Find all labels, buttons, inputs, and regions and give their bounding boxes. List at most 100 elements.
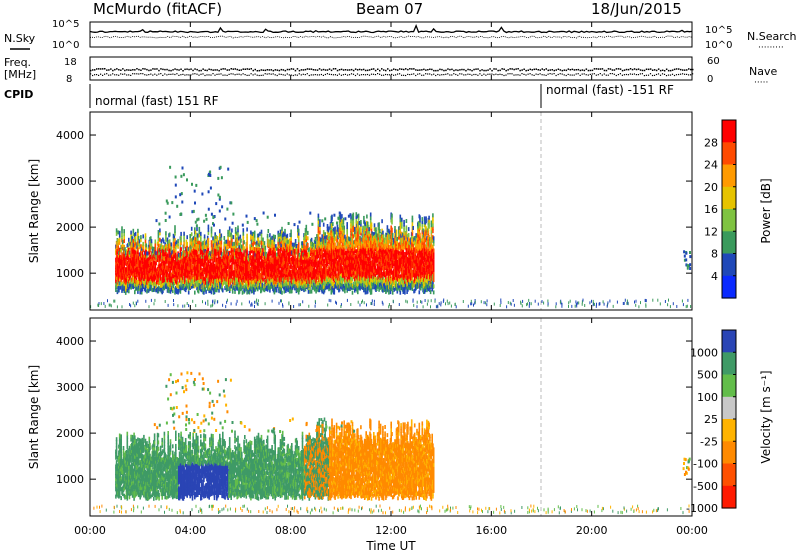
power-cell <box>162 245 165 250</box>
power-cell <box>196 227 198 232</box>
power-cell <box>116 245 119 249</box>
power-cell <box>229 287 232 292</box>
freq-point <box>248 68 250 70</box>
power-cell <box>124 290 127 295</box>
power-cell <box>116 269 119 274</box>
nave-point <box>140 73 142 75</box>
power-cell <box>138 245 141 250</box>
power-cell <box>184 252 186 257</box>
freq-point <box>567 68 570 70</box>
power-cell <box>116 247 119 252</box>
freq-point <box>645 68 648 70</box>
power-cell <box>272 247 275 252</box>
nave-point <box>264 73 266 75</box>
freq-point <box>443 69 445 72</box>
power-cell <box>341 214 343 219</box>
power-cell <box>150 283 153 288</box>
nave-point <box>603 73 605 75</box>
nave-point <box>545 74 547 76</box>
power-cell <box>136 244 138 249</box>
power-cell <box>140 238 142 243</box>
power-cell <box>346 233 348 238</box>
power-cell <box>207 227 210 232</box>
power-cell <box>328 255 330 260</box>
power-cell <box>200 263 202 268</box>
power-cell <box>269 251 272 256</box>
nave-point <box>262 74 264 76</box>
power-cell <box>323 279 326 284</box>
freq-point <box>230 68 232 70</box>
freq-point <box>686 69 688 71</box>
power-cell <box>175 240 178 245</box>
power-cell <box>225 239 228 244</box>
power-cell <box>272 285 275 290</box>
freq-point <box>318 68 321 70</box>
nave-point <box>575 73 577 75</box>
power-cell <box>162 252 165 257</box>
power-cell <box>173 235 176 240</box>
nave-point <box>286 73 288 75</box>
power-cell <box>341 248 344 253</box>
nave-point <box>684 73 686 75</box>
power-cell <box>279 235 282 240</box>
power-cell <box>118 230 121 235</box>
power-cell <box>250 276 253 281</box>
nave-point <box>294 74 296 76</box>
power-cell <box>297 225 299 230</box>
power-cell <box>291 265 294 270</box>
power-cell <box>159 247 161 252</box>
nave-point <box>98 74 100 76</box>
power-cell <box>239 264 242 269</box>
power-cell <box>194 234 196 239</box>
power-cell <box>269 288 271 293</box>
freq-point <box>244 68 246 70</box>
power-cell <box>269 275 272 280</box>
power-cell <box>344 248 346 253</box>
freq-point <box>200 69 202 72</box>
power-cell <box>271 246 273 251</box>
nave-point <box>409 74 411 76</box>
power-cell <box>310 282 313 287</box>
power-cell <box>207 262 210 266</box>
power-cell <box>281 242 284 247</box>
power-cell <box>201 281 204 286</box>
freq-point <box>403 68 405 71</box>
power-cell <box>316 281 319 285</box>
power-cell <box>268 251 270 256</box>
nave-point <box>623 74 625 76</box>
power-cell <box>327 281 330 286</box>
freq-point <box>140 69 142 71</box>
nave-point <box>254 73 256 75</box>
freq-point <box>306 68 309 70</box>
freq-point <box>583 69 586 72</box>
power-cell <box>340 233 342 238</box>
power-cell <box>194 230 197 235</box>
nave-point <box>385 73 387 76</box>
power-cell <box>335 256 338 261</box>
freq-point <box>463 68 465 71</box>
power-cell <box>194 242 196 247</box>
freq-point <box>154 68 156 70</box>
power-cell <box>141 273 144 278</box>
nave-point <box>164 73 166 75</box>
freq-point <box>228 69 230 71</box>
freq-point <box>128 69 130 71</box>
power-cell <box>184 277 186 281</box>
power-cell <box>180 235 182 240</box>
power-cell <box>142 245 144 250</box>
power-cell <box>294 261 297 266</box>
power-cell <box>213 280 216 285</box>
power-cell <box>157 237 160 241</box>
freq-point <box>290 68 293 70</box>
freq-point <box>192 69 194 72</box>
power-cell <box>118 259 120 264</box>
nave-point <box>673 74 676 77</box>
power-cell <box>313 281 316 286</box>
nave-point <box>344 73 346 75</box>
power-cell <box>309 256 311 261</box>
power-cell <box>160 239 163 244</box>
power-cell <box>178 288 180 293</box>
freq-point <box>647 68 650 71</box>
nave-point <box>525 74 527 76</box>
power-cell <box>332 227 335 232</box>
